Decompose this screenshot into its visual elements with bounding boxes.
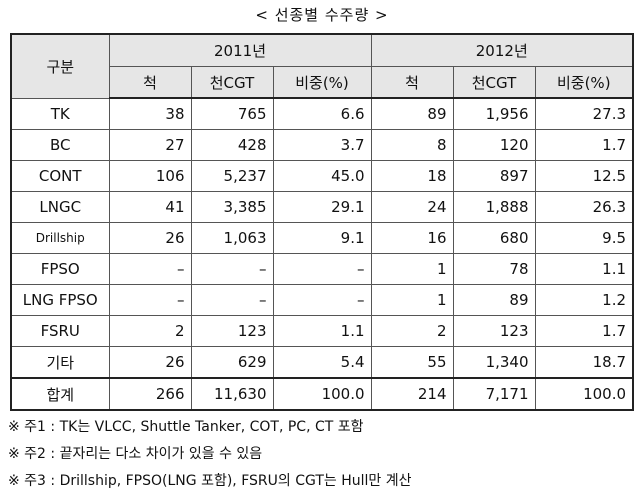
note: ※ 주2 : 끝자리는 다소 차이가 있을 수 있음	[8, 446, 263, 462]
cell: 78	[452, 253, 536, 285]
cell: 29.1	[272, 191, 372, 223]
cell: 765	[190, 97, 274, 130]
cell: –	[190, 253, 274, 285]
row-label: TK	[10, 97, 110, 130]
cell: 266	[108, 377, 192, 411]
year-header: 2012년	[370, 33, 634, 67]
cell: 214	[370, 377, 454, 411]
data-row: Drillship 26 1,063 9.1 16 680 9.5	[10, 222, 634, 254]
column-header: 비중(%)	[272, 66, 372, 99]
cell: 1	[370, 253, 454, 285]
cell: 41	[108, 191, 192, 223]
cell: 11,630	[190, 377, 274, 411]
row-label: FPSO	[10, 253, 110, 285]
table-title: < 선종별 수주량 >	[255, 6, 389, 24]
cell: 1,063	[190, 222, 274, 254]
cell: 897	[452, 160, 536, 192]
cell: 7,171	[452, 377, 536, 411]
cell: 2	[370, 315, 454, 347]
cell: 1.2	[534, 284, 634, 316]
cell: 1.7	[534, 129, 634, 161]
cell: 1.1	[534, 253, 634, 285]
data-row: BC 27 428 3.7 8 120 1.7	[10, 129, 634, 161]
row-label: 기타	[10, 346, 110, 379]
data-row: 기타 26 629 5.4 55 1,340 18.7	[10, 346, 634, 379]
cell: 123	[452, 315, 536, 347]
cell: 38	[108, 97, 192, 130]
cell: 1	[370, 284, 454, 316]
row-label: Drillship	[10, 222, 110, 254]
data-row: TK 38 765 6.6 89 1,956 27.3	[10, 97, 634, 130]
column-header: 비중(%)	[534, 66, 634, 99]
cell: 6.6	[272, 97, 372, 130]
cell: –	[108, 284, 192, 316]
cell: 3,385	[190, 191, 274, 223]
row-label: BC	[10, 129, 110, 161]
cell: 100.0	[272, 377, 372, 411]
cell: 8	[370, 129, 454, 161]
cell: 27	[108, 129, 192, 161]
data-row: CONT 106 5,237 45.0 18 897 12.5	[10, 160, 634, 192]
data-row: FPSO – – –1 78 1.1	[10, 253, 634, 285]
cell: 27.3	[534, 97, 634, 130]
cell: 55	[370, 346, 454, 379]
group-header: 구분	[10, 33, 110, 99]
cell: 106	[108, 160, 192, 192]
cell: 26	[108, 222, 192, 254]
data-row: LNGC 41 3,385 29.1 24 1,888 26.3	[10, 191, 634, 223]
cell: 24	[370, 191, 454, 223]
row-label: LNG FPSO	[10, 284, 110, 316]
table-body: TK 38 765 6.6 89 1,956 27.3 BC 27 428 3.7 8 120 1.7 CO…	[10, 97, 634, 411]
cell: 5.4	[272, 346, 372, 379]
column-header: 척	[108, 66, 192, 99]
cell: 3.7	[272, 129, 372, 161]
cell: 680	[452, 222, 536, 254]
cell: –	[190, 284, 274, 316]
cell: 26.3	[534, 191, 634, 223]
cell: 89	[370, 97, 454, 130]
total-row: 합계 266 11,630 100.0 214 7,171 100.0	[10, 377, 634, 411]
cell: 18.7	[534, 346, 634, 379]
cell: 2	[108, 315, 192, 347]
cell: –	[272, 284, 372, 316]
note: ※ 주3 : Drillship, FPSO(LNG 포함), FSRU의 CG…	[8, 473, 412, 489]
cell: 18	[370, 160, 454, 192]
column-header: 천CGT	[452, 66, 536, 99]
cell: 16	[370, 222, 454, 254]
cell: 1,888	[452, 191, 536, 223]
cell: –	[272, 253, 372, 285]
data-row: LNG FPSO – – –1 89 1.2	[10, 284, 634, 316]
cell: 1,956	[452, 97, 536, 130]
cell: 5,237	[190, 160, 274, 192]
column-header: 척	[370, 66, 454, 99]
cell: 26	[108, 346, 192, 379]
cell: 428	[190, 129, 274, 161]
notes: ※ 주1 : TK는 VLCC, Shuttle Tanker, COT, PC…	[8, 414, 411, 495]
cell: 120	[452, 129, 536, 161]
row-label: CONT	[10, 160, 110, 192]
year-header: 2011년	[108, 33, 372, 67]
cell: 629	[190, 346, 274, 379]
cell: 1.1	[272, 315, 372, 347]
cell: 1,340	[452, 346, 536, 379]
cell: 12.5	[534, 160, 634, 192]
cell: 89	[452, 284, 536, 316]
cell: 9.5	[534, 222, 634, 254]
cell: 9.1	[272, 222, 372, 254]
row-label: FSRU	[10, 315, 110, 347]
header-row: 구분 2011년 2012년	[10, 33, 634, 99]
orders-table: 구분 2011년 2012년 척 천CGT 비중(%) 척 천CGT 비중(%) TK 38…	[10, 33, 635, 411]
note: ※ 주1 : TK는 VLCC, Shuttle Tanker, COT, PC…	[8, 419, 364, 435]
data-row: FSRU 2 123 1.1 2 123 1.7	[10, 315, 634, 347]
cell: 123	[190, 315, 274, 347]
row-label: 합계	[10, 377, 110, 411]
row-label: LNGC	[10, 191, 110, 223]
subheader-row: 척 천CGT 비중(%) 척 천CGT 비중(%)	[11, 66, 634, 99]
cell: –	[108, 253, 192, 285]
column-header: 천CGT	[190, 66, 274, 99]
cell: 45.0	[272, 160, 372, 192]
cell: 100.0	[534, 377, 634, 411]
cell: 1.7	[534, 315, 634, 347]
